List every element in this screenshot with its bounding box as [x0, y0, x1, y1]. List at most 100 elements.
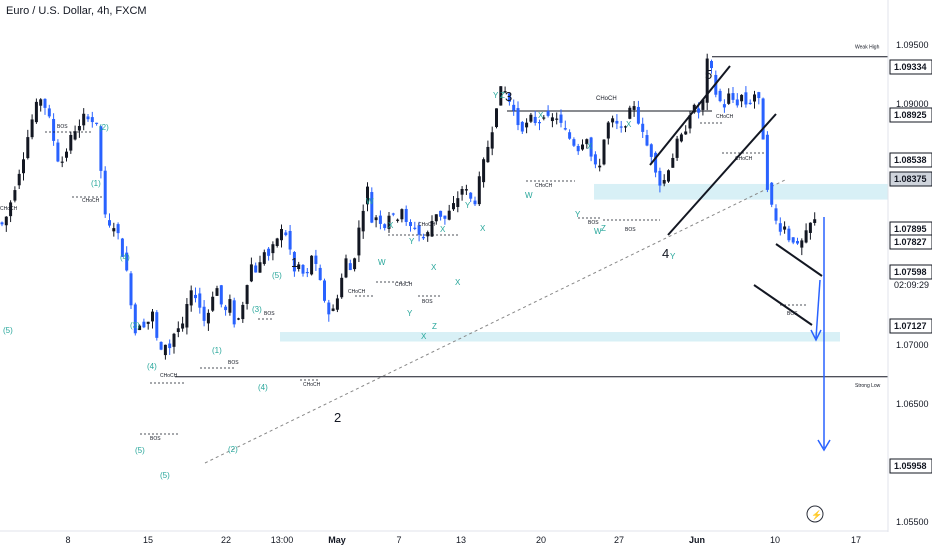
wave-label: (2): [228, 445, 238, 454]
wave-label: Y: [465, 201, 471, 210]
candle-body: [413, 227, 417, 229]
wave-label: X: [587, 142, 593, 151]
candle-body: [176, 328, 180, 333]
x-tick-label: 22: [221, 535, 231, 545]
structure-label: CHoCH: [303, 382, 321, 388]
x-tick-label: 13: [456, 535, 466, 545]
indicator-circle-icon: [806, 505, 824, 523]
candle-body: [301, 264, 305, 274]
structure-label: BOS: [787, 311, 798, 317]
candle-body: [366, 186, 369, 205]
price-tag-label: 1.07598: [894, 267, 927, 277]
candle-body: [495, 108, 498, 128]
candle-body: [69, 134, 73, 151]
candle-body: [529, 114, 533, 122]
candle-body: [249, 264, 253, 282]
x-tick-label: 20: [536, 535, 546, 545]
candle-body: [486, 146, 490, 163]
candle-body: [684, 131, 688, 135]
candle-body: [267, 248, 271, 256]
y-tick-label: 1.09500: [896, 40, 929, 50]
candle-body: [211, 296, 215, 311]
candle-body: [452, 203, 455, 210]
candle-body: [632, 106, 636, 110]
candle-body: [688, 115, 692, 129]
candle-body: [611, 118, 615, 123]
wave-label: 5: [705, 67, 712, 82]
arrow-head-short: [810, 329, 822, 342]
candle-body: [439, 210, 443, 217]
price-tag-box: [889, 107, 932, 123]
candle-body: [198, 293, 202, 308]
wave-label: (4): [258, 383, 268, 392]
candle-body: [546, 110, 550, 116]
price-tag-label: 1.08925: [894, 110, 927, 120]
candle-body: [194, 294, 197, 299]
wave-label: (5): [272, 271, 282, 280]
candle-body: [417, 225, 421, 235]
candle-body: [533, 116, 537, 124]
candle-body: [318, 267, 322, 281]
structure-label: CHoCH: [348, 289, 366, 295]
candle-body: [275, 238, 279, 246]
wave-label: W: [366, 197, 374, 206]
candle-body: [374, 217, 378, 221]
candle-body: [619, 126, 623, 128]
candle-body: [305, 271, 309, 274]
candle-body: [120, 238, 124, 257]
candle-body: [99, 126, 103, 171]
x-tick-label: 8: [65, 535, 70, 545]
candle-body: [477, 176, 481, 205]
candle-body: [47, 108, 51, 117]
wave-label: Z: [500, 91, 505, 100]
candle-body: [232, 300, 236, 325]
candle-body: [658, 170, 662, 186]
candle-body: [598, 165, 602, 168]
candle-body: [125, 252, 129, 271]
support-trendline: [204, 179, 786, 464]
lightning-icon: ⚡: [811, 509, 822, 521]
candle-body: [73, 131, 77, 140]
y-tick-label: 1.06500: [896, 399, 929, 409]
candle-body: [215, 288, 219, 296]
flag-upper-line: [775, 243, 823, 277]
candle-body: [56, 142, 60, 162]
price-tag-label: 1.08538: [894, 155, 927, 165]
price-tag-label: 1.08375: [894, 174, 927, 184]
candle-body: [245, 285, 249, 304]
candle-body: [103, 170, 107, 215]
candle-body: [181, 323, 185, 329]
structure-label: CHoCH: [395, 282, 413, 288]
candle-body: [370, 192, 374, 223]
candle-body: [280, 229, 283, 241]
candle-body: [804, 230, 808, 243]
price-tag-label: 1.07127: [894, 321, 927, 331]
chart-title: Euro / U.S. Dollar, 4h, FXCM: [6, 5, 147, 17]
candle-body: [731, 93, 735, 100]
candle-body: [116, 224, 120, 234]
candle-body: [538, 122, 541, 124]
candle-body: [490, 132, 494, 149]
candle-body: [585, 139, 589, 145]
candle-body: [421, 236, 425, 239]
channel-upper-line: [649, 65, 731, 166]
structure-label: BOS: [150, 436, 161, 442]
candle-body: [615, 120, 619, 124]
price-tag-box: [889, 458, 932, 474]
candle-body: [86, 116, 90, 120]
candle-body: [757, 92, 761, 99]
candle-body: [297, 264, 301, 270]
price-tag-box: [889, 318, 932, 334]
candle-body: [34, 101, 38, 123]
candle-body: [740, 94, 744, 102]
wave-label: X: [626, 120, 632, 129]
candle-body: [791, 237, 795, 243]
candle-body: [753, 94, 756, 102]
wave-label: X: [538, 111, 544, 120]
candle-body: [649, 144, 653, 157]
wave-label: 1: [291, 255, 298, 270]
candle-body: [228, 299, 232, 313]
candle-body: [774, 208, 778, 221]
candle-body: [219, 285, 223, 305]
